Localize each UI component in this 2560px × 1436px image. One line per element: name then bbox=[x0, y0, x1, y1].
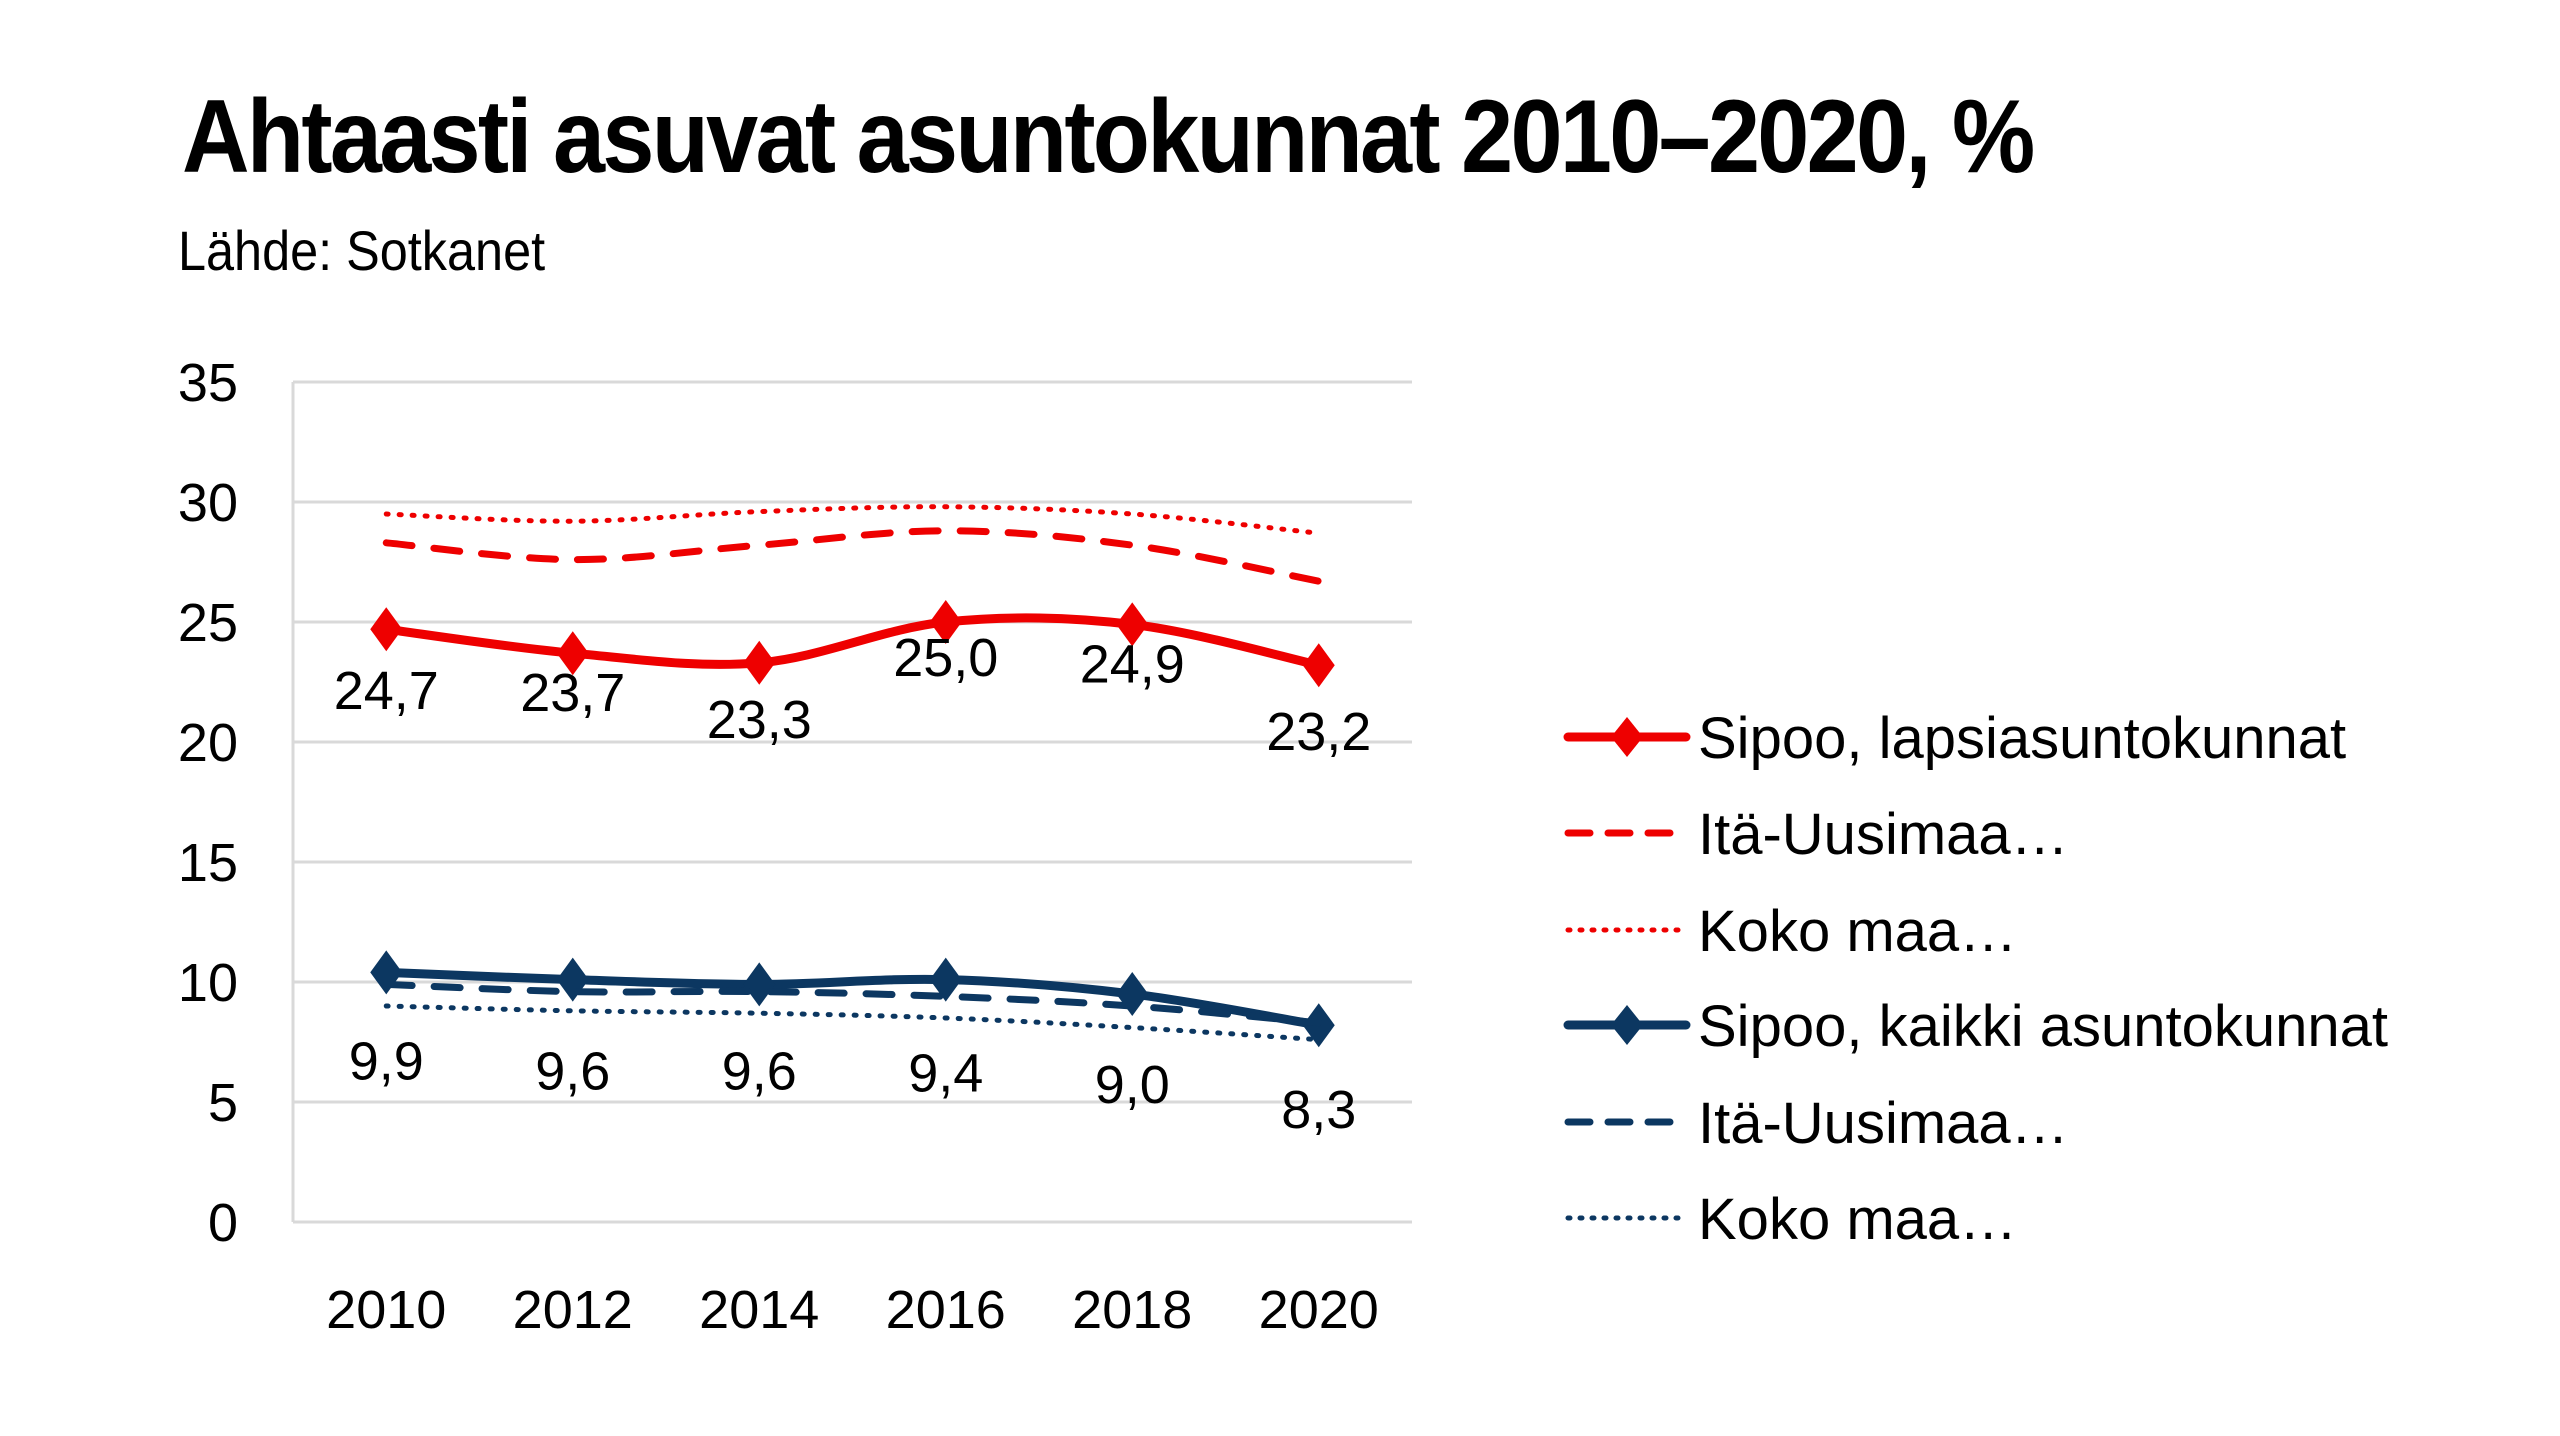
legend-label: Itä-Uusimaa… bbox=[1698, 802, 2069, 867]
x-tick-label: 2012 bbox=[513, 1280, 633, 1340]
y-tick-label: 0 bbox=[208, 1193, 238, 1253]
data-point-marker bbox=[743, 962, 776, 1007]
legend-item: Itä-Uusimaa… bbox=[1564, 802, 2069, 867]
legend-label: Sipoo, lapsiasuntokunnat bbox=[1698, 706, 2346, 771]
series-line bbox=[382, 980, 1323, 1027]
series-line bbox=[383, 504, 1322, 536]
chart-subtitle: Lähde: Sotkanet bbox=[178, 219, 546, 282]
data-label: 9,9 bbox=[349, 1031, 424, 1091]
legend-diamond-icon bbox=[1611, 717, 1643, 757]
y-tick-label: 35 bbox=[178, 353, 238, 413]
data-label: 23,3 bbox=[707, 690, 812, 750]
legend-item: Koko maa… bbox=[1565, 1187, 2017, 1252]
x-tick-label: 2020 bbox=[1259, 1280, 1379, 1340]
legend-label: Itä-Uusimaa… bbox=[1698, 1091, 2069, 1156]
data-point-marker bbox=[929, 957, 962, 1002]
data-point-marker bbox=[1116, 602, 1149, 647]
legend: Sipoo, lapsiasuntokunnat Itä-Uusimaa… Koko… bbox=[1563, 706, 2388, 1252]
legend-label: Koko maa… bbox=[1698, 1187, 2017, 1252]
x-tick-label: 2018 bbox=[1072, 1280, 1192, 1340]
series-0 bbox=[370, 600, 1335, 688]
data-label: 23,7 bbox=[520, 663, 625, 723]
data-label: 25,0 bbox=[893, 628, 998, 688]
legend-item: Koko maa… bbox=[1565, 899, 2017, 964]
data-label: 8,3 bbox=[1281, 1080, 1356, 1140]
data-label: 9,0 bbox=[1095, 1055, 1170, 1115]
x-tick-label: 2010 bbox=[326, 1280, 446, 1340]
data-point-marker bbox=[556, 631, 589, 676]
y-tick-label: 25 bbox=[178, 593, 238, 653]
x-axis-ticks: 2010 2012 2014 2016 2018 2020 bbox=[326, 1280, 1379, 1340]
legend-item: Itä-Uusimaa… bbox=[1564, 1091, 2069, 1156]
chart-title: Ahtaasti asuvat asuntokunnat 2010–2020, … bbox=[182, 79, 2035, 195]
legend-item: Sipoo, kaikki asuntokunnat bbox=[1563, 994, 2388, 1059]
series-lines bbox=[370, 504, 1335, 1048]
legend-diamond-icon bbox=[1611, 1005, 1643, 1045]
legend-label: Koko maa… bbox=[1698, 899, 2017, 964]
legend-item: Sipoo, lapsiasuntokunnat bbox=[1563, 706, 2346, 771]
y-axis-ticks: 0 5 10 15 20 25 30 35 bbox=[178, 353, 238, 1253]
y-tick-label: 15 bbox=[178, 833, 238, 893]
data-label: 9,6 bbox=[722, 1042, 797, 1102]
data-label: 9,6 bbox=[535, 1042, 610, 1102]
series-line bbox=[382, 527, 1323, 585]
data-label: 24,9 bbox=[1080, 634, 1185, 694]
series-4 bbox=[382, 980, 1323, 1027]
data-label: 24,7 bbox=[334, 661, 439, 721]
series-5 bbox=[383, 1003, 1322, 1043]
series-line bbox=[381, 967, 1324, 1030]
data-label: 23,2 bbox=[1266, 702, 1371, 762]
data-point-marker bbox=[1302, 643, 1335, 688]
legend-label: Sipoo, kaikki asuntokunnat bbox=[1698, 994, 2388, 1059]
series-1 bbox=[382, 527, 1323, 585]
data-label: 9,4 bbox=[908, 1043, 983, 1103]
series-2 bbox=[383, 504, 1322, 536]
data-point-marker bbox=[370, 607, 403, 652]
data-labels: 24,7 23,7 23,3 25,0 24,9 23,2 9,9 9,6 9,6 9,4 9,0 8… bbox=[334, 628, 1372, 1140]
y-tick-label: 20 bbox=[178, 713, 238, 773]
data-point-marker bbox=[743, 640, 776, 685]
data-point-marker bbox=[929, 600, 962, 644]
x-tick-label: 2016 bbox=[886, 1280, 1006, 1340]
series-line bbox=[381, 613, 1324, 670]
series-line bbox=[383, 1003, 1322, 1043]
y-tick-label: 10 bbox=[178, 953, 238, 1013]
x-tick-label: 2014 bbox=[699, 1280, 819, 1340]
y-tick-label: 5 bbox=[208, 1073, 238, 1133]
y-tick-label: 30 bbox=[178, 473, 238, 533]
